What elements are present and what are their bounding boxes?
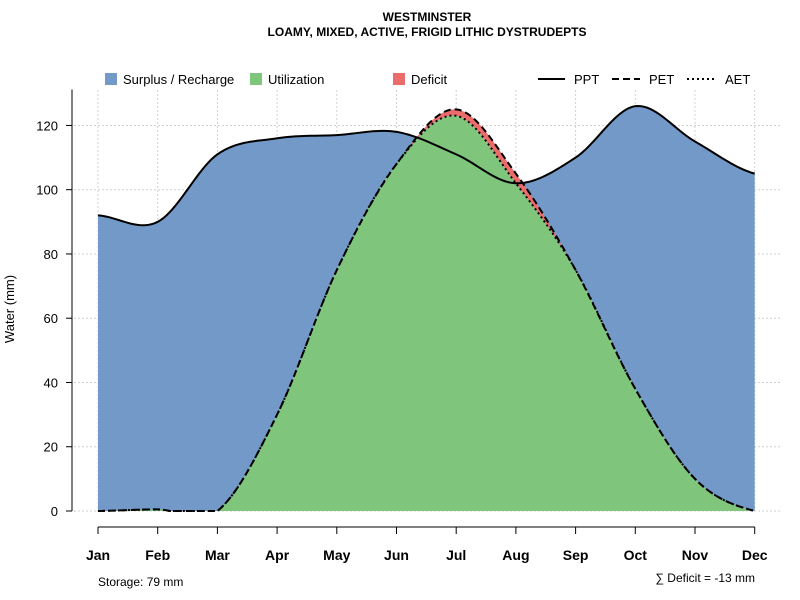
y-tick-label: 120 [36,118,58,133]
x-tick-label: May [323,547,350,563]
y-tick-label: 40 [44,375,58,390]
y-tick-label: 100 [36,183,58,198]
x-tick-label: Mar [205,547,230,563]
storage-annotation: Storage: 79 mm [98,575,183,589]
x-tick-label: Apr [265,547,290,563]
y-tick-label: 0 [51,504,58,519]
chart-subtitle: LOAMY, MIXED, ACTIVE, FRIGID LITHIC DYST… [268,25,587,39]
legend: Surplus / Recharge Utilization PPT Defic… [105,72,750,87]
plot-lines [97,104,755,512]
area-utilization [98,115,755,511]
legend-label-aet: AET [725,72,750,87]
x-tick-label: Oct [624,547,648,563]
x-tick-label: Aug [502,547,529,563]
y-axis-label: Water (mm) [2,275,17,343]
x-tick-label: Dec [742,547,768,563]
legend-swatch-utilization [250,73,262,85]
legend-label-surplus: Surplus / Recharge [123,72,234,87]
deficit-annotation: ∑ Deficit = -13 mm [655,571,755,585]
legend-label-utilization: Utilization [268,72,324,87]
y-tick-label: 60 [44,311,58,326]
plot-areas [98,105,755,511]
legend-label-deficit-text: Deficit [411,72,448,87]
area-deficit [405,109,567,256]
x-tick-label: Feb [145,547,170,563]
series-line-ppt [97,104,755,227]
legend-label-pet: PET [649,72,674,87]
x-tick-label: Nov [682,547,709,563]
y-tick-label: 80 [44,247,58,262]
legend-label-ppt: PPT [574,72,599,87]
series-line-aet [97,114,755,512]
axes: 0 20 40 60 80 100 120 Jan Feb Mar Apr May Jun Jul Aug S… [36,89,768,563]
chart-title: WESTMINSTER [383,10,472,24]
legend-swatch-deficit [393,73,405,85]
x-tick-label: Jun [384,547,409,563]
x-tick-label: Sep [563,547,589,563]
y-tick-label: 20 [44,440,58,455]
x-tick-label: Jul [446,547,466,563]
legend-swatch-surplus [105,73,117,85]
x-tick-label: Jan [86,547,110,563]
